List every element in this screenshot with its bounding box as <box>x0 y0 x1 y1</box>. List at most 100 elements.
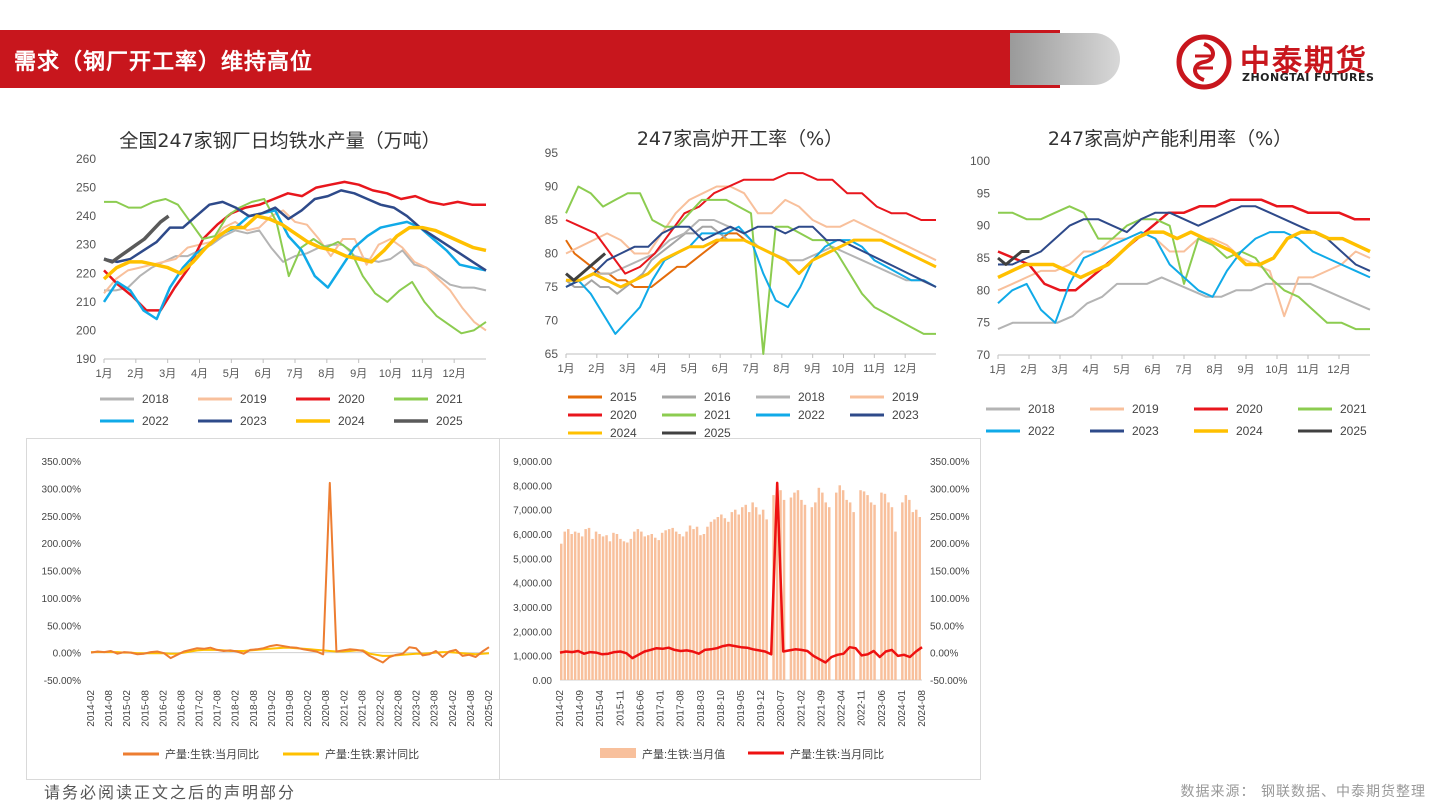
chart-blast-furnace-rate: 247家高炉开工率（%） 65 70 75 80 85 90 95 1月 2月 3月 4月 5月 6月 7… <box>530 118 950 444</box>
bar-monthly-output <box>817 487 821 680</box>
chart-title: 247家高炉开工率（%） <box>636 128 844 150</box>
bar-monthly-output <box>761 509 765 680</box>
x-tick-label: 2014-02 <box>555 690 566 727</box>
bar-monthly-output <box>751 502 754 680</box>
bar-monthly-output <box>591 538 594 680</box>
x-tick-label: 2014-02 <box>86 690 97 727</box>
bar-monthly-output <box>828 507 831 680</box>
x-tick-label: 7月 <box>1175 364 1192 376</box>
legend-label: 产量:生铁:当月值 <box>642 747 725 761</box>
y-left-tick-label: 7,000.00 <box>513 506 552 517</box>
bar-monthly-output <box>601 536 605 680</box>
y-tick-label: 95 <box>545 146 559 160</box>
bar-monthly-output <box>685 531 688 680</box>
bar-monthly-output <box>841 490 845 680</box>
bar-monthly-output <box>758 514 761 680</box>
chart-title: 247家高炉产能利用率（%） <box>1047 128 1293 150</box>
legend-label-2022: 2022 <box>1028 424 1055 438</box>
y-right-tick-label: -50.00% <box>930 676 967 687</box>
x-tick-label: 10月 <box>832 363 855 375</box>
bar-monthly-output <box>674 531 678 680</box>
x-tick-label: 5月 <box>1113 364 1130 376</box>
bar-monthly-output <box>587 527 591 680</box>
legend-label-2016: 2016 <box>704 390 731 404</box>
logo-text-en: ZHONGTAI FUTURES <box>1242 71 1375 84</box>
x-tick-label: 2017-02 <box>195 690 206 727</box>
bar-monthly-output <box>748 512 751 680</box>
y-tick-label: 190 <box>76 352 96 366</box>
x-tick-label: 11月 <box>411 368 433 380</box>
chart-monthly-svg: 0.00 1,000.00 2,000.00 3,000.00 4,000.00 5,00… <box>513 457 970 761</box>
legend-swatch-bar <box>600 748 636 758</box>
bar-monthly-output <box>845 499 848 680</box>
bar-monthly-output <box>821 492 824 680</box>
x-tick-label: 8月 <box>773 363 790 375</box>
x-tick-label: 10月 <box>379 368 402 380</box>
x-tick-label: 6月 <box>255 368 272 380</box>
x-tick-label: 5月 <box>223 368 240 380</box>
bar-monthly-output <box>887 502 890 680</box>
x-tick-label: 2015-11 <box>615 690 626 726</box>
y-right-tick-label: 250.00% <box>930 512 970 523</box>
x-tick-label: 12月 <box>1327 364 1350 376</box>
bar-monthly-output <box>667 529 671 680</box>
bar-monthly-output <box>838 485 841 680</box>
series-line-2022 <box>997 231 1371 324</box>
x-tick-label: 2022-02 <box>375 690 386 727</box>
bar-monthly-output <box>765 519 768 680</box>
y-tick-label: 70 <box>545 314 559 328</box>
bar-monthly-output <box>657 540 660 680</box>
y-tick-label: 240 <box>76 209 96 223</box>
legend-label-2019: 2019 <box>892 390 919 404</box>
legend-label-2020: 2020 <box>1236 402 1263 416</box>
bar-monthly-output <box>866 495 869 680</box>
bar-monthly-output <box>803 504 807 680</box>
x-tick-label: 2018-03 <box>696 690 707 727</box>
legend-label-2018: 2018 <box>1028 402 1055 416</box>
series-line-2024 <box>102 214 487 281</box>
y-left-tick-label: 9,000.00 <box>513 457 552 468</box>
series-line-2020 <box>565 172 936 275</box>
bar-monthly-output <box>800 499 803 680</box>
x-tick-label: 2020-02 <box>303 690 314 727</box>
x-tick-label: 6月 <box>712 363 729 375</box>
page-title: 需求（钢厂开工率）维持高位 <box>14 50 314 75</box>
chart-capacity-svg: 70 75 80 85 90 95 100 1月 2月 3月 4月 5月 6月 7月 8月 9月 10月 11月 1… <box>970 154 1371 438</box>
y-left-tick-label: 1,000.00 <box>513 652 552 663</box>
header-banner <box>0 30 1060 88</box>
data-source-text: 数据来源： 钢联数据、中泰期货整理 <box>1180 784 1426 800</box>
x-tick-label: 10月 <box>1265 364 1288 376</box>
legend-label-2025: 2025 <box>436 414 463 428</box>
legend-label-2019: 2019 <box>240 392 267 406</box>
series-line-2019 <box>997 231 1371 318</box>
bar-monthly-output <box>883 493 887 680</box>
legend-label-2024: 2024 <box>1236 424 1263 438</box>
bar-monthly-output <box>636 529 640 680</box>
bar-monthly-output <box>605 535 608 680</box>
x-tick-label: 2023-02 <box>412 690 423 727</box>
y-tick-label: 200.00% <box>42 539 82 550</box>
legend-label-2024: 2024 <box>338 414 365 428</box>
x-tick-label: 2022-08 <box>394 690 405 727</box>
chart-iron-output: 全国247家钢厂日均铁水产量（万吨） 190 200 210 220 230 240 250… <box>60 118 500 436</box>
legend-label-2015: 2015 <box>610 390 637 404</box>
y-tick-label: 250 <box>76 181 96 195</box>
x-tick-label: 4月 <box>650 363 667 375</box>
x-tick-label: 2020-07 <box>776 690 787 727</box>
y-tick-label: 260 <box>76 152 96 166</box>
bar-monthly-output <box>681 536 685 680</box>
zhongtai-logo-icon <box>1176 34 1232 90</box>
bar-monthly-output <box>835 492 838 680</box>
x-tick-label: 2018-10 <box>716 690 727 727</box>
legend-label-2025: 2025 <box>1340 424 1367 438</box>
bar-monthly-output <box>660 532 664 680</box>
series-line-2019 <box>565 185 937 262</box>
bar-monthly-output <box>869 502 873 680</box>
x-tick-label: 2015-08 <box>140 690 151 727</box>
bar-monthly-output <box>647 535 650 680</box>
series-line-2023 <box>565 225 937 288</box>
x-tick-label: 2021-08 <box>357 690 368 727</box>
x-tick-label: 2月 <box>1020 364 1037 376</box>
bar-monthly-output <box>852 512 855 680</box>
series-line-2025 <box>565 252 607 282</box>
